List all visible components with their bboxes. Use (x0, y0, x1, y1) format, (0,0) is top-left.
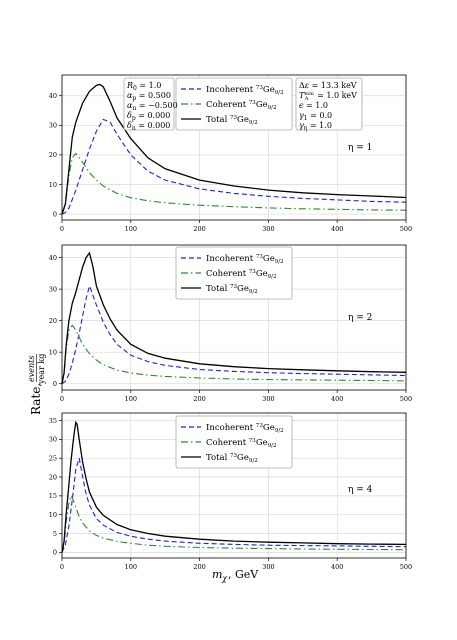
series-line-dashed (61, 284, 407, 385)
series-line-dashdot (61, 324, 407, 384)
x-tick-label: 400 (331, 225, 343, 233)
x-axis-label: m χ , GeV (212, 568, 259, 583)
y-tick-label: 0 (53, 380, 57, 388)
y-tick-label: 10 (49, 181, 57, 189)
legend-entry: Coherent 73Ge9/2 (206, 269, 277, 280)
svg-text:, GeV: , GeV (228, 568, 259, 581)
panel-3: 0 100 200 300 400 500 0 5 10 15 20 25 30 35 Incoherent… (49, 412, 412, 571)
x-tick-label: 100 (125, 563, 137, 571)
svg-text:Rate,: Rate, (29, 383, 43, 415)
plot-frame (61, 244, 407, 391)
x-tick-label: 0 (60, 225, 64, 233)
x-tick-label: 0 (60, 563, 64, 571)
y-tick-label: 30 (49, 285, 57, 293)
svg-text:m: m (212, 568, 222, 581)
x-tick-label: 500 (400, 225, 412, 233)
y-tick-label: 15 (49, 492, 57, 500)
y-tick-label: 20 (49, 151, 57, 159)
panel-2: 0 100 200 300 400 500 0 10 20 30 40 Incoherent 73Ge… (49, 244, 412, 403)
legend-entry: Total 73Ge9/2 (206, 115, 258, 126)
y-tick-label: 30 (49, 122, 57, 130)
y-tick-label: 40 (49, 254, 57, 262)
legend: Incoherent 73Ge9/2 Coherent 73Ge9/2 Total … (175, 246, 293, 300)
series-line-dashed (61, 458, 407, 553)
svg-text:αn = −0.500: αn = −0.500 (127, 101, 178, 112)
svg-text:γ1 = 0.0: γ1 = 0.0 (299, 111, 332, 122)
x-tick-label: 0 (60, 395, 64, 403)
series-line-dashdot (61, 494, 407, 553)
eta-annotation: η = 2 (348, 313, 372, 323)
x-tick-label: 100 (125, 395, 137, 403)
x-tick-label: 200 (193, 563, 205, 571)
legend-entry: Coherent 73Ge9/2 (206, 438, 277, 449)
eta-annotation: η = 4 (348, 485, 373, 495)
y-tick-label: 35 (49, 417, 57, 425)
x-tick-label: 400 (331, 395, 343, 403)
y-tick-label: 0 (53, 210, 57, 218)
legend-entry: Total 73Ge9/2 (206, 284, 258, 295)
x-tick-label: 300 (262, 395, 274, 403)
series-line-dashed (61, 118, 407, 215)
params-box-left: R0 = 1.0 αp = 0.500 αn = −0.500 δp = 0.0… (123, 77, 178, 132)
svg-text:γη = 1.0: γη = 1.0 (299, 121, 332, 132)
y-axis-label: Rate, events year kg (27, 354, 46, 415)
legend-entry: Total 73Ge9/2 (206, 453, 258, 464)
svg-text:events: events (27, 356, 36, 382)
plot-frame (61, 412, 407, 559)
legend-entry: Incoherent 73Ge9/2 (206, 85, 284, 96)
svg-text:year kg: year kg (37, 354, 46, 385)
series-line-solid (61, 420, 407, 553)
eta-annotation: η = 1 (348, 143, 372, 153)
x-tick-label: 300 (262, 563, 274, 571)
x-tick-label: 500 (400, 395, 412, 403)
legend-entry: Incoherent 73Ge9/2 (206, 254, 284, 265)
svg-text:R0 = 1.0: R0 = 1.0 (126, 81, 161, 92)
y-tick-label: 20 (49, 317, 57, 325)
y-tick-label: 0 (53, 549, 57, 557)
y-tick-label: 40 (49, 92, 57, 100)
x-tick-label: 200 (193, 225, 205, 233)
svg-text:δn = 0.000: δn = 0.000 (127, 121, 170, 132)
x-tick-label: 500 (400, 563, 412, 571)
svg-text:δp = 0.000: δp = 0.000 (127, 111, 170, 122)
y-tick-label: 5 (53, 530, 57, 538)
x-tick-label: 400 (331, 563, 343, 571)
x-tick-label: 300 (262, 225, 274, 233)
legend-entry: Incoherent 73Ge9/2 (206, 423, 284, 434)
y-tick-label: 25 (49, 454, 57, 462)
svg-text:αp = 0.500: αp = 0.500 (127, 91, 171, 102)
svg-text:Δε = 13.3 keV: Δε = 13.3 keV (299, 81, 357, 90)
y-tick-label: 30 (49, 436, 57, 444)
svg-text:χ: χ (221, 574, 228, 583)
series-line-solid (61, 251, 407, 384)
series-line-dashdot (61, 152, 407, 215)
svg-text:ϵ = 1.0: ϵ = 1.0 (299, 101, 328, 110)
x-tick-label: 100 (125, 225, 137, 233)
legend-entry: Coherent 73Ge9/2 (206, 100, 277, 111)
plot-frame (61, 74, 407, 221)
y-tick-label: 20 (49, 473, 57, 481)
params-box-right: Δε = 13.3 keV Tmin A = 1.0 keV ϵ = 1.0 γ1… (295, 77, 363, 132)
legend: Incoherent 73Ge9/2 Coherent 73Ge9/2 Total … (175, 415, 293, 469)
series-line-solid (61, 83, 407, 215)
y-tick-label: 10 (49, 348, 57, 356)
legend: Incoherent 73Ge9/2 Coherent 73Ge9/2 Total … (175, 77, 293, 131)
x-tick-label: 200 (193, 395, 205, 403)
y-tick-label: 10 (49, 511, 57, 519)
